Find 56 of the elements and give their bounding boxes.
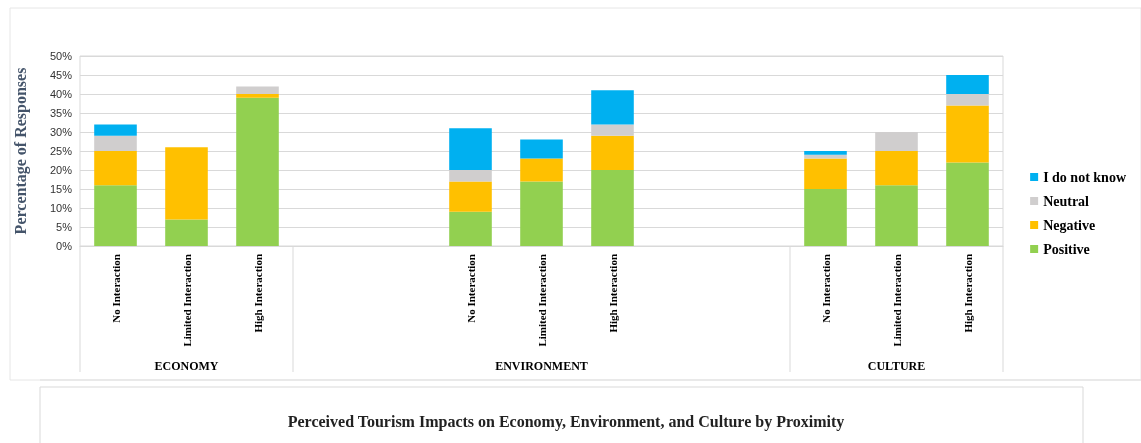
x-tick-label: Limited Interaction bbox=[535, 254, 548, 347]
bar bbox=[165, 147, 208, 220]
bar bbox=[520, 181, 563, 246]
bar bbox=[591, 90, 634, 125]
bar bbox=[236, 86, 279, 94]
text: ECONOMY bbox=[154, 359, 219, 373]
bar bbox=[875, 185, 918, 246]
y-tick-label: 50% bbox=[49, 50, 73, 62]
bar bbox=[946, 75, 989, 94]
bar bbox=[946, 162, 989, 246]
y-tick-label: 30% bbox=[49, 126, 73, 138]
bar bbox=[804, 158, 847, 189]
x-tick-label: No Interaction bbox=[819, 254, 832, 323]
bar bbox=[94, 151, 137, 186]
text: Perceived Tourism Impacts on Economy, Environment, and Culture by Proximity bbox=[287, 412, 845, 431]
bar bbox=[875, 151, 918, 186]
bar bbox=[236, 97, 279, 246]
bar bbox=[236, 94, 279, 98]
bar bbox=[804, 189, 847, 246]
bar bbox=[591, 135, 634, 170]
bar bbox=[591, 170, 634, 246]
y-tick-label: 0% bbox=[56, 240, 73, 252]
y-tick-label: 45% bbox=[49, 69, 73, 81]
bar bbox=[449, 211, 492, 246]
y-tick-label: 25% bbox=[49, 145, 73, 157]
bar bbox=[520, 139, 563, 159]
text: CULTURE bbox=[867, 359, 926, 373]
x-tick-label: High Interaction bbox=[251, 254, 264, 333]
bar bbox=[520, 158, 563, 182]
x-tick-label: No Interaction bbox=[109, 254, 122, 323]
y-tick-label: 40% bbox=[49, 88, 73, 100]
y-axis-title: Percentage of Responses bbox=[11, 67, 30, 235]
legend-label: Neutral bbox=[1043, 193, 1090, 209]
x-tick-label: High Interaction bbox=[606, 254, 619, 333]
bar bbox=[449, 181, 492, 212]
x-tick-label: No Interaction bbox=[464, 254, 477, 323]
text: ENVIRONMENT bbox=[495, 359, 588, 373]
bar bbox=[804, 154, 847, 159]
bar bbox=[946, 105, 989, 163]
legend-label: I do not know bbox=[1043, 169, 1127, 185]
bar bbox=[94, 185, 137, 246]
y-tick-label: 35% bbox=[49, 107, 73, 119]
legend-label: Negative bbox=[1043, 217, 1096, 233]
x-tick-label: Limited Interaction bbox=[890, 254, 903, 347]
bar bbox=[804, 151, 847, 155]
legend-label: Positive bbox=[1043, 241, 1090, 257]
x-tick-label: High Interaction bbox=[961, 254, 974, 333]
y-tick-label: 15% bbox=[49, 183, 73, 195]
bar bbox=[165, 219, 208, 246]
y-tick-label: 5% bbox=[56, 221, 73, 233]
y-tick-label: 10% bbox=[49, 202, 73, 214]
y-tick-label: 20% bbox=[49, 164, 73, 176]
bar bbox=[94, 124, 137, 136]
bar bbox=[94, 135, 137, 151]
bar bbox=[449, 128, 492, 170]
x-tick-label: Limited Interaction bbox=[180, 254, 193, 347]
